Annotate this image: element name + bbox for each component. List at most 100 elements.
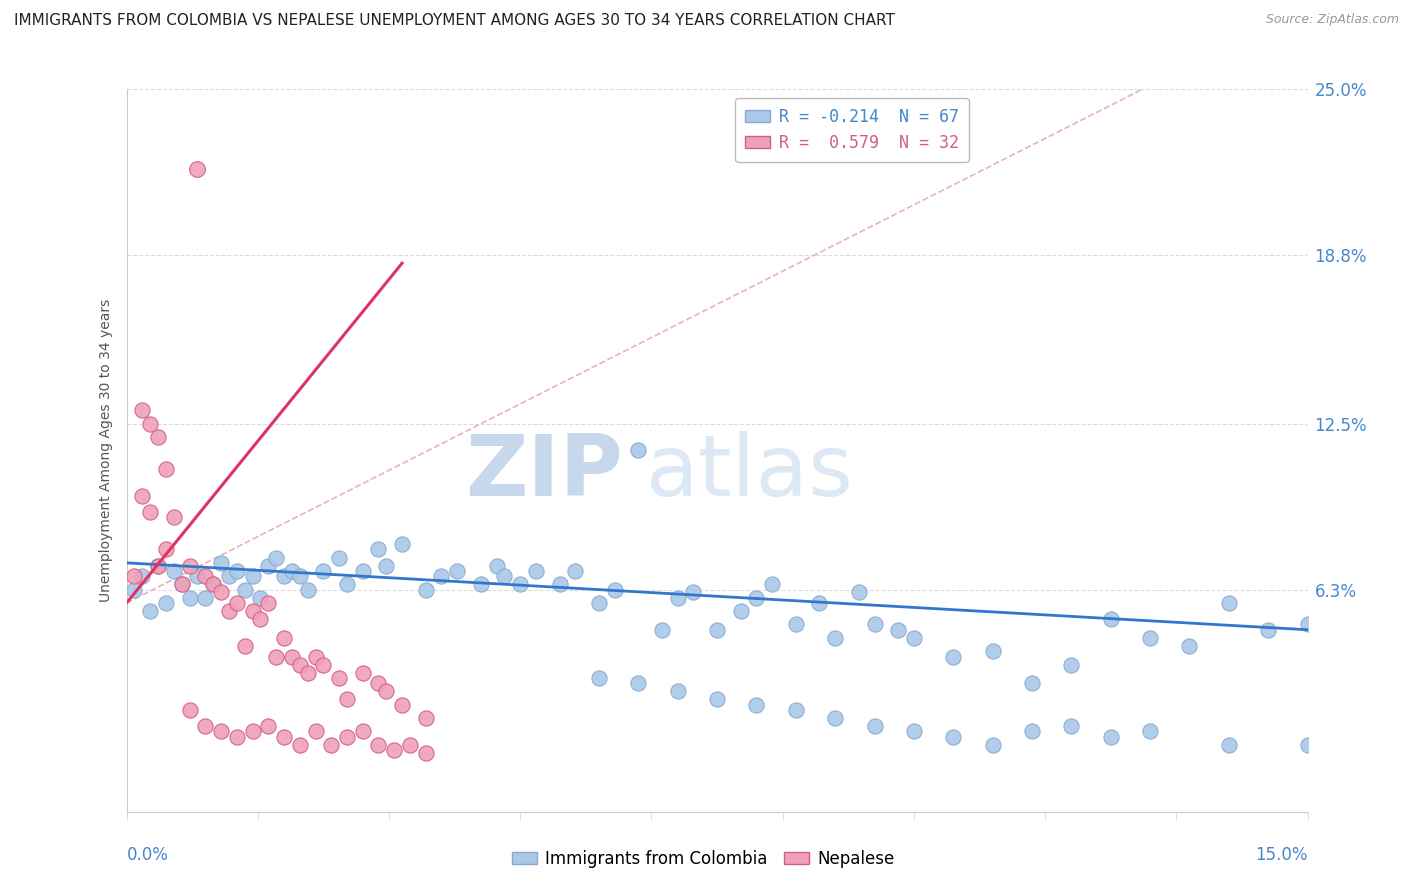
Point xyxy=(824,631,846,645)
Point xyxy=(785,703,807,717)
Point xyxy=(312,564,335,578)
Point xyxy=(375,684,398,698)
Point xyxy=(666,684,689,698)
Point xyxy=(209,585,232,599)
Point xyxy=(233,639,256,653)
Point xyxy=(446,564,468,578)
Point xyxy=(288,569,311,583)
Point xyxy=(288,657,311,672)
Point xyxy=(124,569,146,583)
Point xyxy=(155,596,177,610)
Point xyxy=(666,591,689,605)
Point xyxy=(328,671,350,685)
Point xyxy=(209,724,232,739)
Point xyxy=(1296,617,1319,632)
Point xyxy=(257,719,280,733)
Point xyxy=(415,746,437,760)
Point xyxy=(548,577,571,591)
Point xyxy=(942,730,965,744)
Point xyxy=(131,489,153,503)
Point xyxy=(808,596,831,610)
Point xyxy=(225,730,247,744)
Point xyxy=(524,564,547,578)
Point xyxy=(564,564,586,578)
Point xyxy=(163,510,186,524)
Point xyxy=(194,719,217,733)
Point xyxy=(225,564,247,578)
Point xyxy=(170,577,193,591)
Point xyxy=(194,569,217,583)
Point xyxy=(391,537,413,551)
Point xyxy=(588,596,610,610)
Point xyxy=(186,162,208,177)
Point xyxy=(139,417,162,431)
Point xyxy=(745,698,768,712)
Point xyxy=(179,558,201,573)
Point xyxy=(264,649,287,664)
Point xyxy=(304,724,326,739)
Text: IMMIGRANTS FROM COLOMBIA VS NEPALESE UNEMPLOYMENT AMONG AGES 30 TO 34 YEARS CORR: IMMIGRANTS FROM COLOMBIA VS NEPALESE UNE… xyxy=(14,13,896,29)
Point xyxy=(485,558,508,573)
Point xyxy=(225,596,247,610)
Point xyxy=(209,556,232,570)
Point xyxy=(375,558,398,573)
Point xyxy=(981,738,1004,752)
Point xyxy=(1021,676,1043,690)
Point xyxy=(706,692,728,706)
Point xyxy=(1139,631,1161,645)
Point xyxy=(399,738,422,752)
Point xyxy=(273,631,295,645)
Point xyxy=(155,542,177,557)
Point xyxy=(1021,724,1043,739)
Text: 15.0%: 15.0% xyxy=(1256,847,1308,864)
Point xyxy=(218,569,240,583)
Point xyxy=(415,582,437,597)
Point xyxy=(887,623,910,637)
Point xyxy=(146,558,169,573)
Point xyxy=(264,550,287,565)
Point xyxy=(249,591,271,605)
Point xyxy=(336,730,359,744)
Point xyxy=(297,665,319,680)
Point xyxy=(233,582,256,597)
Point xyxy=(273,569,295,583)
Point xyxy=(848,585,870,599)
Point xyxy=(273,730,295,744)
Point xyxy=(651,623,673,637)
Point xyxy=(281,649,304,664)
Point xyxy=(202,577,225,591)
Point xyxy=(367,738,389,752)
Point xyxy=(352,665,374,680)
Point xyxy=(509,577,531,591)
Point xyxy=(179,703,201,717)
Point xyxy=(312,657,335,672)
Y-axis label: Unemployment Among Ages 30 to 34 years: Unemployment Among Ages 30 to 34 years xyxy=(98,299,112,602)
Point xyxy=(146,558,169,573)
Point xyxy=(415,711,437,725)
Point xyxy=(1139,724,1161,739)
Point xyxy=(242,604,264,618)
Point xyxy=(218,604,240,618)
Point xyxy=(179,591,201,605)
Point xyxy=(194,591,217,605)
Point xyxy=(321,738,343,752)
Point xyxy=(242,724,264,739)
Point xyxy=(494,569,516,583)
Point xyxy=(391,698,413,712)
Point xyxy=(249,612,271,626)
Point xyxy=(367,676,389,690)
Point xyxy=(170,577,193,591)
Point xyxy=(730,604,752,618)
Text: Source: ZipAtlas.com: Source: ZipAtlas.com xyxy=(1265,13,1399,27)
Point xyxy=(352,724,374,739)
Point xyxy=(903,631,925,645)
Point xyxy=(430,569,453,583)
Point xyxy=(1218,738,1240,752)
Point xyxy=(257,558,280,573)
Point xyxy=(824,711,846,725)
Point xyxy=(304,649,326,664)
Point xyxy=(745,591,768,605)
Point xyxy=(1099,612,1122,626)
Point xyxy=(336,692,359,706)
Point xyxy=(588,671,610,685)
